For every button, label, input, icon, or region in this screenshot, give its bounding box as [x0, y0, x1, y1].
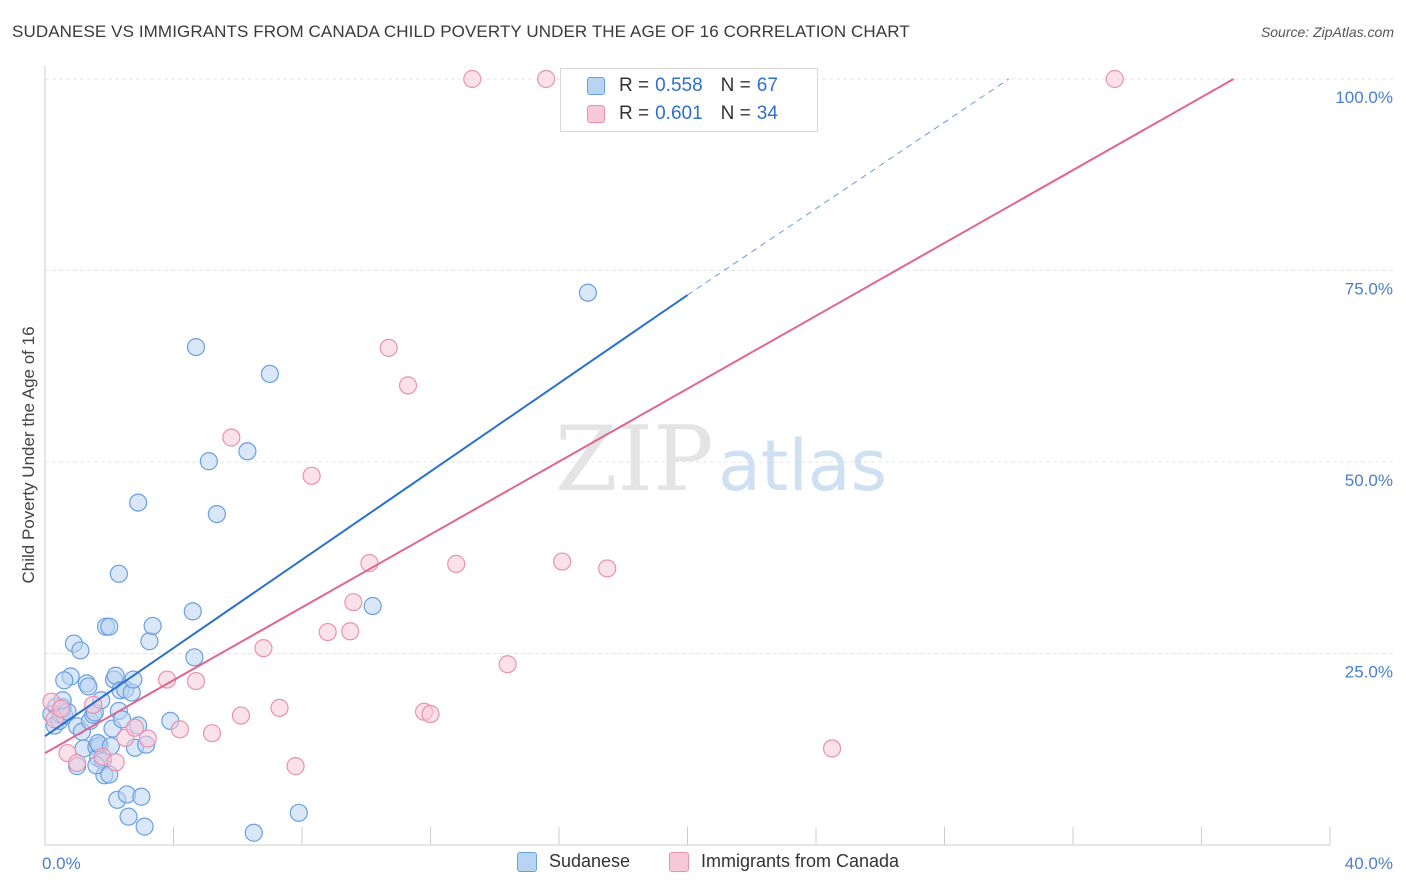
bottom-legend-label-canada: Immigrants from Canada: [701, 851, 900, 871]
point-canada: [379, 338, 398, 357]
point-canada: [51, 699, 71, 718]
point-sudanese: [132, 787, 151, 806]
legend-r-value-sudanese: 0.558: [655, 75, 703, 96]
point-canada: [68, 753, 87, 773]
point-canada: [106, 753, 125, 772]
watermark: ZIP atlas: [555, 407, 887, 512]
point-canada: [398, 376, 418, 395]
point-sudanese: [135, 817, 154, 836]
point-canada: [1105, 69, 1124, 89]
legend-swatch-sudanese: [587, 77, 605, 95]
x-axis-ticks: [173, 827, 1331, 845]
point-sudanese: [109, 564, 128, 583]
watermark-atlas: atlas: [718, 425, 887, 507]
trend-lines: [44, 78, 1235, 754]
point-sudanese: [100, 617, 119, 636]
point-sudanese: [55, 671, 74, 690]
point-sudanese: [186, 338, 206, 357]
point-canada: [598, 559, 617, 578]
legend-r-label: R =: [619, 75, 650, 96]
y-tick-label: 75.0%: [1345, 280, 1393, 299]
data-points: [42, 69, 1124, 842]
legend-n-value-canada: 34: [756, 103, 778, 124]
point-canada: [341, 622, 360, 641]
point-sudanese: [79, 677, 98, 696]
point-canada: [822, 739, 842, 758]
point-canada: [344, 593, 363, 612]
y-axis-label: Child Poverty Under the Age of 16: [19, 326, 38, 583]
point-sudanese: [112, 710, 132, 729]
legend-swatch-canada: [587, 105, 605, 123]
point-canada: [447, 554, 466, 573]
point-canada: [125, 718, 145, 737]
point-canada: [138, 729, 157, 748]
trend-line-sudanese: [44, 294, 689, 738]
point-canada: [231, 706, 251, 725]
chart-title: SUDANESE VS IMMIGRANTS FROM CANADA CHILD…: [12, 22, 910, 41]
x-tick-label-min: 0.0%: [42, 854, 81, 873]
y-tick-label: 100.0%: [1335, 88, 1393, 107]
point-sudanese: [119, 807, 138, 826]
bottom-legend-sudanese[interactable]: Sudanese: [517, 851, 630, 872]
bottom-legend-swatch-sudanese: [517, 851, 537, 872]
point-canada: [222, 428, 241, 447]
point-canada: [186, 671, 206, 691]
legend-row-canada: R = 0.601 N = 34: [587, 101, 778, 127]
x-axis-tick-labels: 0.0% 40.0%: [42, 854, 1393, 873]
bottom-legend-label-sudanese: Sudanese: [549, 851, 631, 871]
point-canada: [537, 69, 556, 89]
point-sudanese: [578, 283, 598, 302]
point-canada: [553, 552, 572, 571]
legend-n-label: N =: [720, 75, 751, 96]
legend-row-sudanese: R = 0.558 N = 67: [587, 73, 778, 99]
bottom-legend: Sudanese Immigrants from Canada: [0, 851, 1406, 877]
legend-r-label: R =: [619, 103, 650, 124]
point-canada: [421, 704, 440, 724]
point-canada: [286, 757, 305, 776]
watermark-zip: ZIP: [555, 407, 714, 512]
bottom-legend-canada[interactable]: Immigrants from Canada: [669, 851, 899, 872]
point-canada: [254, 639, 273, 658]
y-axis-tick-labels: 25.0% 50.0% 75.0% 100.0%: [1335, 88, 1393, 682]
point-sudanese: [183, 602, 202, 621]
point-sudanese: [71, 641, 90, 660]
x-tick-label-max: 40.0%: [1345, 854, 1393, 873]
point-canada: [318, 622, 337, 642]
point-sudanese: [260, 364, 279, 384]
point-sudanese: [289, 803, 308, 822]
point-sudanese: [363, 596, 382, 616]
point-sudanese: [244, 823, 263, 842]
point-canada: [463, 69, 482, 89]
legend-n-value-sudanese: 67: [756, 75, 778, 96]
point-sudanese: [140, 632, 159, 651]
y-tick-label: 25.0%: [1345, 663, 1393, 682]
legend-r-value-canada: 0.601: [655, 103, 703, 124]
point-canada: [170, 720, 190, 739]
point-sudanese: [143, 616, 162, 636]
legend-n-label: N =: [720, 103, 751, 124]
bottom-legend-swatch-canada: [669, 851, 689, 872]
point-canada: [202, 724, 222, 743]
point-sudanese: [199, 452, 218, 471]
trend-line-canada: [44, 78, 1235, 754]
point-canada: [498, 655, 517, 674]
point-sudanese: [124, 670, 143, 689]
point-sudanese: [129, 493, 148, 512]
point-canada: [270, 698, 289, 717]
point-sudanese: [185, 648, 204, 667]
point-sudanese: [238, 442, 257, 461]
point-sudanese: [207, 504, 226, 524]
source-label: Source: ZipAtlas.com: [1260, 24, 1394, 40]
y-tick-label: 50.0%: [1345, 471, 1393, 490]
stats-legend: R = 0.558 N = 67 R = 0.601 N = 34: [560, 68, 818, 132]
trend-line-sudanese-extension: [687, 78, 1010, 296]
point-canada: [302, 466, 321, 485]
